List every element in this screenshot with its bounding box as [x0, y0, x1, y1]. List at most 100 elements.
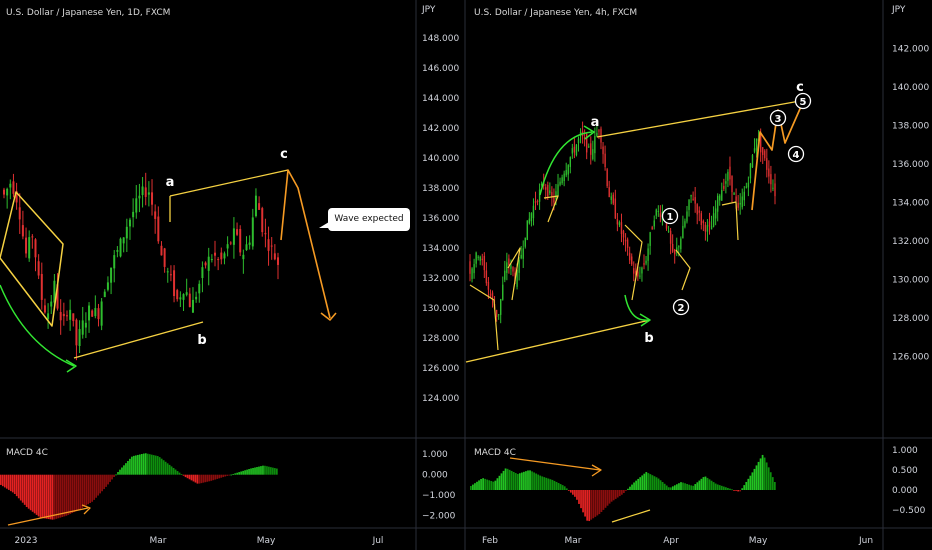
- candle-body: [251, 217, 254, 247]
- macd-bar: [537, 474, 540, 490]
- candle-body: [600, 128, 602, 143]
- candle-body: [473, 264, 475, 274]
- macd-bar: [543, 477, 546, 490]
- pattern-triangle: [721, 201, 739, 241]
- candle-body: [723, 185, 725, 189]
- macd-bar: [625, 490, 627, 491]
- candle-body: [671, 244, 674, 252]
- macd-bar: [168, 464, 171, 475]
- curved-arrow-head: [583, 125, 595, 140]
- macd-bar: [45, 474, 48, 519]
- macd-bar: [148, 454, 151, 475]
- macd-bar: [222, 474, 225, 478]
- candle-body: [678, 246, 680, 248]
- candle-body: [166, 271, 169, 273]
- candle-body: [676, 247, 678, 253]
- macd-bar: [647, 473, 650, 490]
- macd-bar: [95, 474, 97, 498]
- candle-body: [667, 230, 670, 232]
- candle-body: [545, 187, 547, 190]
- candle-body: [657, 210, 660, 212]
- candle-body: [232, 228, 235, 245]
- candle-body: [97, 308, 100, 320]
- candle-body: [530, 213, 533, 222]
- candle-body: [84, 322, 87, 328]
- macd-bar: [75, 474, 78, 512]
- macd-bar: [93, 474, 96, 500]
- macd-bar: [692, 485, 695, 490]
- candle-body: [702, 220, 705, 224]
- macd-bar: [51, 474, 54, 520]
- macd-bar: [216, 474, 219, 479]
- macd-bar: [486, 479, 489, 490]
- candle-body: [25, 237, 28, 254]
- macd-bar: [759, 458, 762, 490]
- candle-body: [745, 186, 748, 188]
- macd-bar: [665, 485, 668, 490]
- candle-body: [277, 257, 279, 265]
- pattern-triangle: [507, 247, 521, 301]
- wave-label-c: c: [280, 147, 288, 162]
- candle-body: [151, 192, 154, 205]
- candle-body: [72, 313, 75, 322]
- price-tick-label: 142.000: [422, 124, 459, 134]
- macd-bar: [616, 490, 619, 498]
- macd-bar: [755, 465, 758, 490]
- price-tick-label: 126.000: [892, 353, 929, 363]
- candle-body: [694, 197, 696, 204]
- macd-bar: [598, 490, 601, 515]
- price-tick-label: 132.000: [892, 237, 929, 247]
- macd-bar: [11, 474, 14, 493]
- candle-body: [91, 310, 94, 317]
- macd-bar: [767, 467, 770, 490]
- candle-body: [583, 137, 586, 139]
- candle-body: [669, 230, 672, 244]
- macd-bar: [258, 466, 260, 475]
- candle-body: [110, 267, 113, 283]
- time-tick-label: Jun: [858, 536, 873, 546]
- macd-bar: [81, 474, 84, 508]
- candle-body: [696, 204, 698, 215]
- candle-body: [588, 146, 590, 148]
- wave-number-2: 2: [678, 303, 685, 314]
- macd-bar: [714, 483, 717, 490]
- macd-bar: [551, 479, 554, 490]
- macd-bar: [771, 477, 774, 490]
- macd-bar: [109, 474, 111, 482]
- macd-bar: [210, 474, 213, 481]
- macd-bar: [276, 468, 278, 475]
- candle-body: [491, 292, 494, 300]
- candle-body: [610, 196, 612, 201]
- macd-bar: [720, 485, 723, 490]
- time-tick-label: Mar: [150, 536, 167, 546]
- macd-bar: [684, 483, 686, 490]
- macd-bar: [549, 479, 552, 490]
- candle-body: [571, 148, 574, 154]
- macd-bar: [745, 481, 748, 490]
- macd-bar: [47, 474, 50, 520]
- candle-body: [78, 329, 81, 347]
- candle-body: [214, 252, 217, 256]
- wave-label-a: a: [166, 175, 175, 190]
- candle-body: [614, 198, 617, 219]
- price-tick-label: 138.000: [422, 184, 459, 194]
- candle-body: [768, 168, 770, 177]
- macd-bar: [674, 485, 676, 490]
- macd-bar: [218, 474, 221, 479]
- macd-bar: [89, 474, 92, 504]
- candle-body: [518, 259, 520, 273]
- candle-body: [487, 281, 490, 290]
- macd-bar: [727, 487, 729, 490]
- macd-bar: [204, 474, 207, 483]
- macd-bar: [761, 454, 764, 490]
- wave-number-circle: [672, 298, 690, 316]
- macd-bar: [19, 474, 22, 501]
- candle-body: [188, 293, 191, 307]
- macd-bar: [182, 474, 185, 476]
- candle-body: [727, 171, 729, 181]
- macd-bar: [569, 490, 572, 493]
- macd-bar: [547, 478, 550, 490]
- candle-body: [729, 166, 731, 180]
- candle-body: [217, 259, 220, 261]
- candle-body: [557, 184, 559, 197]
